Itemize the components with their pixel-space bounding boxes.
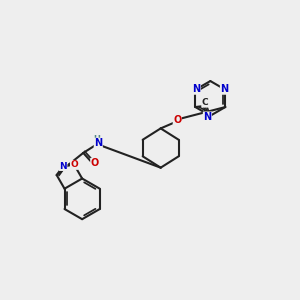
Text: N: N: [203, 112, 211, 122]
Text: N: N: [192, 84, 200, 94]
Text: N: N: [94, 138, 102, 148]
Text: H: H: [93, 135, 100, 144]
Text: O: O: [70, 160, 78, 169]
Text: O: O: [91, 158, 99, 168]
Text: N: N: [59, 161, 67, 170]
Text: O: O: [173, 115, 182, 124]
Text: N: N: [220, 84, 229, 94]
Text: C: C: [202, 98, 208, 107]
